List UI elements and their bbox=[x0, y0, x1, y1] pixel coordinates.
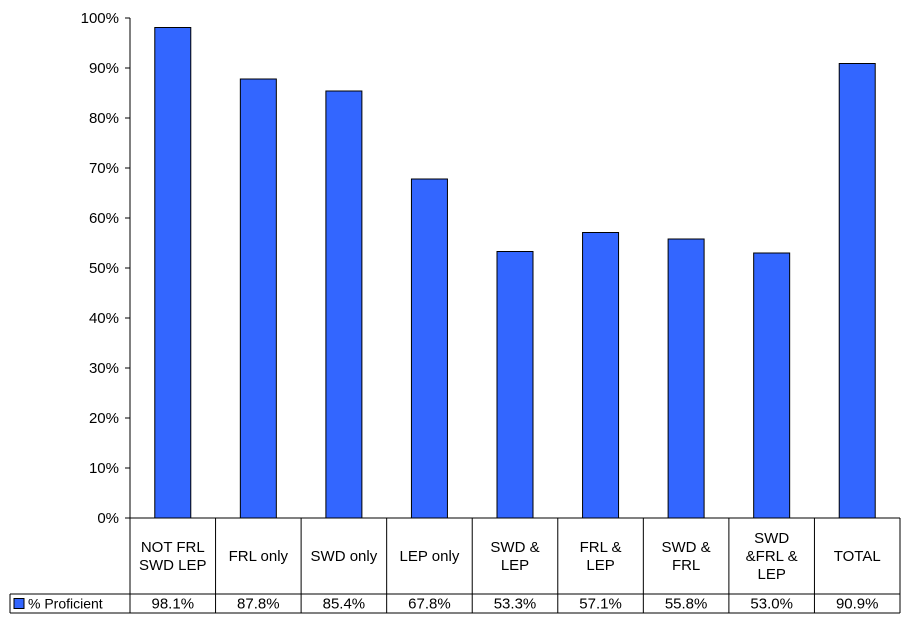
category-label: SWD bbox=[754, 530, 789, 547]
y-tick-label: 100% bbox=[81, 10, 119, 27]
y-tick-label: 0% bbox=[97, 510, 119, 527]
category-label: TOTAL bbox=[834, 548, 881, 565]
bar bbox=[496, 251, 534, 519]
data-label: 98.1% bbox=[152, 596, 195, 613]
y-tick-label: 50% bbox=[89, 260, 119, 277]
y-tick-label: 30% bbox=[89, 360, 119, 377]
bar bbox=[325, 90, 363, 519]
category-label: FRL & bbox=[580, 539, 622, 556]
category-label: LEP bbox=[501, 557, 529, 574]
data-label: 67.8% bbox=[408, 596, 451, 613]
bar bbox=[410, 178, 448, 519]
data-label: 87.8% bbox=[237, 596, 280, 613]
y-tick-label: 90% bbox=[89, 60, 119, 77]
bars bbox=[154, 27, 876, 519]
y-axis: 0% 10% 20% 30% 40% 50% 60% 70% 80% 90% 100% bbox=[81, 10, 131, 527]
data-label: 53.3% bbox=[494, 596, 537, 613]
y-tick-label: 60% bbox=[89, 210, 119, 227]
category-label: FRL bbox=[672, 557, 700, 574]
category-label: FRL only bbox=[229, 548, 289, 565]
y-tick-label: 70% bbox=[89, 160, 119, 177]
y-tick-label: 20% bbox=[89, 410, 119, 427]
bar bbox=[838, 63, 876, 519]
data-label: 90.9% bbox=[836, 596, 879, 613]
category-label: LEP only bbox=[400, 548, 460, 565]
y-tick-label: 40% bbox=[89, 310, 119, 327]
category-label: LEP bbox=[586, 557, 614, 574]
category-label: &FRL & bbox=[746, 548, 798, 565]
category-label: NOT FRL bbox=[141, 539, 205, 556]
data-label: 53.0% bbox=[750, 596, 793, 613]
category-label: SWD & bbox=[662, 539, 711, 556]
data-label: 55.8% bbox=[665, 596, 708, 613]
bar bbox=[753, 252, 791, 519]
bar bbox=[239, 78, 277, 519]
data-label: 57.1% bbox=[579, 596, 622, 613]
y-tick-label: 10% bbox=[89, 460, 119, 477]
data-label: 85.4% bbox=[323, 596, 366, 613]
category-label: SWD LEP bbox=[139, 557, 207, 574]
y-tick-label: 80% bbox=[89, 110, 119, 127]
bar bbox=[154, 27, 192, 519]
bar bbox=[667, 238, 705, 519]
legend-swatch bbox=[13, 598, 25, 609]
category-label: SWD & bbox=[490, 539, 539, 556]
category-label: LEP bbox=[757, 566, 785, 583]
bar bbox=[582, 232, 620, 519]
legend-label: % Proficient bbox=[28, 596, 103, 612]
category-label: SWD only bbox=[311, 548, 378, 565]
